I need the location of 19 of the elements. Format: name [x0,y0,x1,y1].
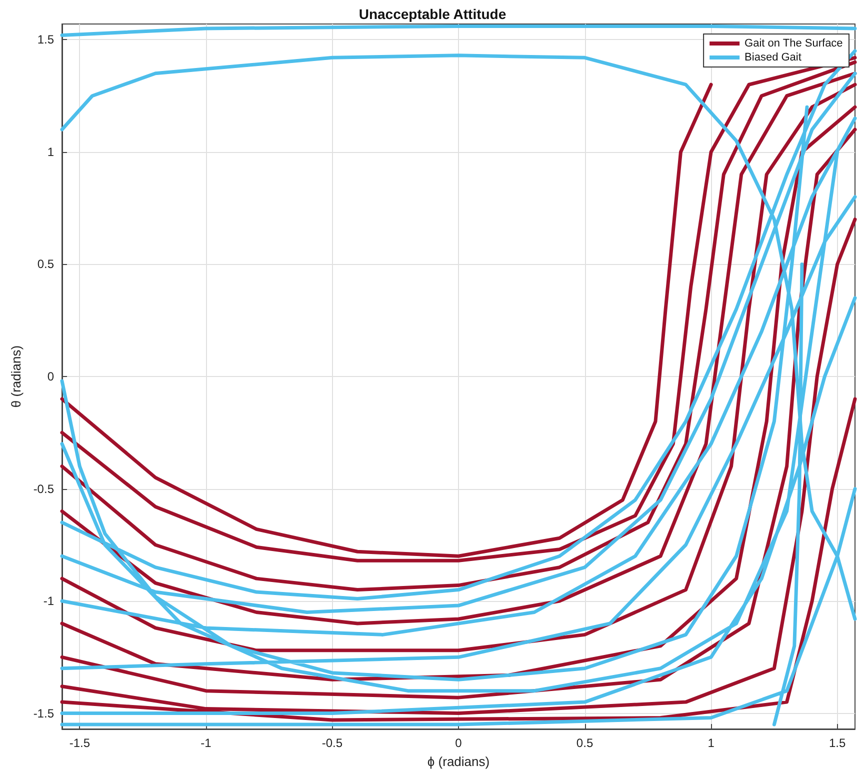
x-tick-label: 1 [708,736,715,750]
x-tick-label: 0 [455,736,462,750]
y-tick-label: 0 [47,370,54,384]
legend-label: Gait on The Surface [744,38,843,50]
y-axis-title: θ (radians) [8,345,24,408]
x-tick-label: -1 [200,736,212,750]
x-axis-title: ϕ (radians) [427,754,490,769]
x-tick-label: -1.5 [69,736,90,750]
x-tick-label: 1.5 [828,736,846,750]
y-tick-label: 0.5 [37,257,54,272]
chart-title: Unacceptable Attitude [358,6,506,22]
x-tick-label: -0.5 [322,736,343,750]
legend-label: Biased Gait [744,52,802,64]
y-tick-label: 1.5 [37,32,54,47]
x-tick-label: 0.5 [576,736,594,750]
y-tick-label: -0.5 [33,482,54,496]
y-tick-label: -1.5 [33,706,54,720]
y-tick-label: -1 [43,594,54,608]
y-tick-label: 1 [47,144,54,159]
